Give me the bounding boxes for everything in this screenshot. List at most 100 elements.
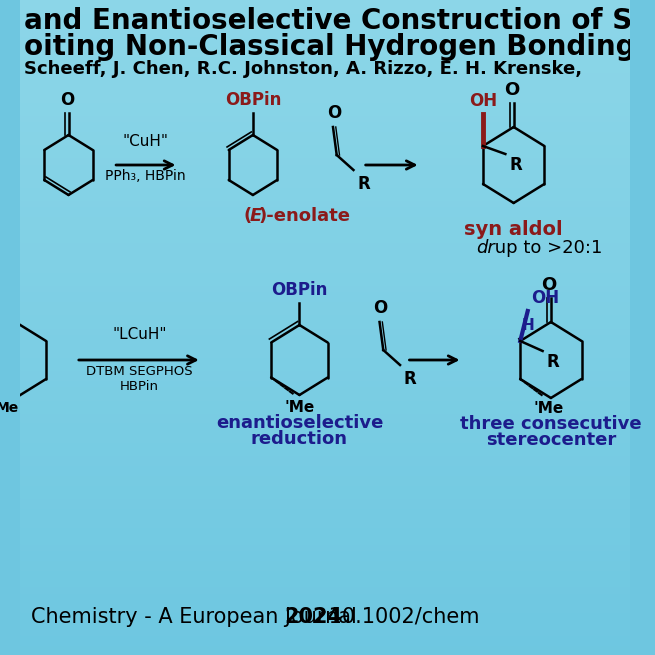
Bar bbox=[20, 539, 630, 544]
Bar bbox=[20, 162, 630, 167]
Bar bbox=[20, 438, 630, 442]
Bar bbox=[20, 238, 630, 242]
Bar bbox=[20, 372, 630, 377]
Text: dr: dr bbox=[476, 239, 495, 257]
Bar bbox=[20, 460, 630, 465]
Bar bbox=[20, 41, 630, 46]
Bar bbox=[20, 15, 630, 20]
Text: three consecutive: three consecutive bbox=[460, 415, 642, 433]
Bar bbox=[20, 205, 630, 210]
Bar bbox=[20, 28, 630, 33]
Bar bbox=[20, 598, 630, 603]
Bar bbox=[20, 51, 630, 56]
Text: 2024: 2024 bbox=[284, 607, 343, 627]
Bar bbox=[20, 513, 630, 517]
Bar bbox=[20, 61, 630, 66]
Bar bbox=[20, 77, 630, 82]
Bar bbox=[20, 552, 630, 557]
Bar bbox=[20, 287, 630, 291]
Bar bbox=[20, 71, 630, 75]
Bar bbox=[20, 277, 630, 282]
Text: O: O bbox=[542, 276, 557, 294]
Text: Chemistry - A European Journal: Chemistry - A European Journal bbox=[31, 607, 364, 627]
Bar bbox=[20, 143, 630, 147]
Text: O: O bbox=[504, 81, 519, 99]
Bar bbox=[20, 405, 630, 409]
Bar bbox=[20, 536, 630, 540]
Bar bbox=[20, 634, 630, 639]
Bar bbox=[20, 176, 630, 180]
Bar bbox=[20, 447, 630, 452]
Text: syn aldol: syn aldol bbox=[464, 220, 563, 239]
Bar bbox=[20, 493, 630, 498]
Bar bbox=[20, 25, 630, 29]
Bar bbox=[20, 549, 630, 553]
Bar bbox=[20, 156, 630, 160]
Bar bbox=[20, 146, 630, 151]
Text: (: ( bbox=[244, 207, 252, 225]
Text: "CuH": "CuH" bbox=[122, 134, 169, 149]
Bar bbox=[20, 45, 630, 49]
Bar bbox=[20, 369, 630, 373]
Bar bbox=[20, 424, 630, 429]
Bar bbox=[20, 595, 630, 599]
Bar bbox=[20, 614, 630, 619]
Bar bbox=[20, 166, 630, 170]
Bar bbox=[20, 385, 630, 390]
Bar bbox=[20, 320, 630, 324]
Bar bbox=[20, 58, 630, 62]
Text: OBPin: OBPin bbox=[271, 281, 328, 299]
Bar bbox=[20, 382, 630, 386]
Bar bbox=[20, 352, 630, 357]
Bar bbox=[20, 506, 630, 511]
Bar bbox=[20, 483, 630, 488]
Bar bbox=[20, 441, 630, 445]
Bar bbox=[20, 631, 630, 635]
Bar bbox=[20, 490, 630, 495]
Bar bbox=[20, 644, 630, 648]
Bar bbox=[20, 421, 630, 426]
Bar bbox=[20, 293, 630, 298]
Bar bbox=[20, 379, 630, 383]
Bar bbox=[20, 149, 630, 154]
Text: R: R bbox=[357, 175, 370, 193]
Text: Me: Me bbox=[0, 401, 19, 415]
Bar bbox=[20, 326, 630, 331]
Bar bbox=[20, 408, 630, 413]
Bar bbox=[20, 562, 630, 567]
Bar bbox=[20, 542, 630, 547]
Bar bbox=[20, 467, 630, 472]
Bar bbox=[20, 87, 630, 92]
Bar bbox=[20, 136, 630, 141]
Bar bbox=[20, 608, 630, 612]
Bar bbox=[20, 84, 630, 88]
Bar bbox=[20, 356, 630, 360]
Text: Scheeff, J. Chen, R.C. Johnston, A. Rizzo, E. H. Krenske,: Scheeff, J. Chen, R.C. Johnston, A. Rizz… bbox=[24, 60, 582, 78]
Bar bbox=[20, 48, 630, 52]
Bar bbox=[20, 67, 630, 72]
Bar bbox=[20, 113, 630, 118]
Bar bbox=[20, 605, 630, 609]
Bar bbox=[20, 454, 630, 458]
Bar bbox=[20, 189, 630, 193]
Bar bbox=[20, 159, 630, 164]
Bar bbox=[20, 22, 630, 26]
Bar bbox=[20, 519, 630, 524]
Text: H: H bbox=[522, 318, 535, 333]
Bar bbox=[20, 185, 630, 190]
Bar bbox=[20, 271, 630, 275]
Bar bbox=[20, 74, 630, 79]
Text: HBPin: HBPin bbox=[120, 380, 159, 393]
Bar bbox=[20, 569, 630, 573]
Text: R: R bbox=[546, 353, 559, 371]
Text: OH: OH bbox=[531, 289, 559, 307]
Text: 'Me: 'Me bbox=[533, 401, 563, 416]
Bar bbox=[20, 611, 630, 616]
Bar bbox=[20, 333, 630, 337]
Bar bbox=[20, 307, 630, 311]
Bar bbox=[20, 388, 630, 393]
Bar bbox=[20, 627, 630, 632]
Bar bbox=[20, 241, 630, 246]
Bar bbox=[20, 395, 630, 400]
Bar bbox=[20, 392, 630, 396]
